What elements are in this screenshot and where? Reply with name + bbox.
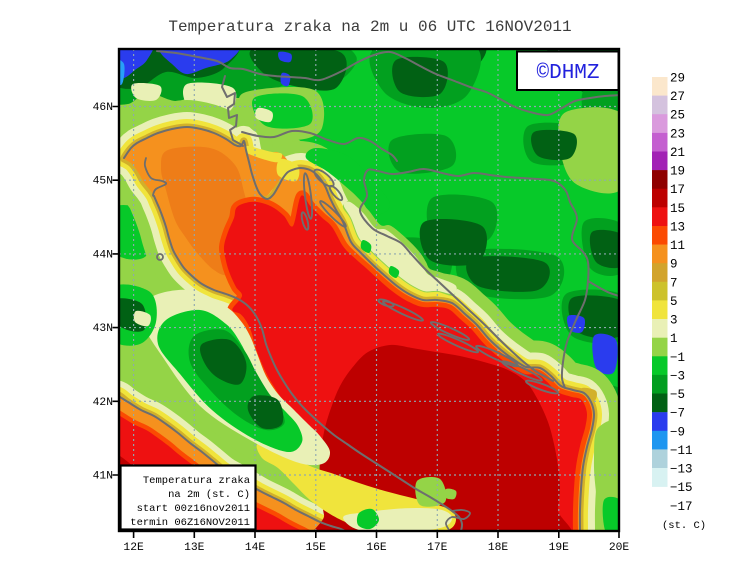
svg-text:41N: 41N [93, 471, 113, 483]
svg-text:−11: −11 [670, 444, 693, 458]
svg-text:−17: −17 [670, 500, 693, 514]
svg-text:15E: 15E [306, 542, 327, 554]
svg-text:3: 3 [670, 314, 678, 328]
svg-text:11: 11 [670, 239, 685, 253]
svg-text:Temperatura zraka na 2m u 06 U: Temperatura zraka na 2m u 06 UTC 16NOV20… [168, 18, 571, 36]
svg-text:(st. C): (st. C) [662, 520, 706, 532]
svg-text:−5: −5 [670, 388, 685, 402]
svg-text:19E: 19E [549, 542, 570, 554]
svg-text:9: 9 [670, 258, 678, 272]
svg-text:17E: 17E [427, 542, 448, 554]
svg-text:−15: −15 [670, 481, 693, 495]
svg-text:14E: 14E [245, 542, 266, 554]
svg-text:7: 7 [670, 276, 678, 290]
svg-text:29: 29 [670, 72, 685, 86]
svg-text:−3: −3 [670, 369, 685, 383]
svg-text:na 2m (st. C): na 2m (st. C) [168, 489, 250, 501]
svg-text:12E: 12E [123, 542, 144, 554]
svg-text:18E: 18E [488, 542, 509, 554]
svg-text:17: 17 [670, 183, 685, 197]
svg-text:20E: 20E [609, 542, 630, 554]
svg-text:21: 21 [670, 146, 685, 160]
svg-text:16E: 16E [366, 542, 387, 554]
svg-text:23: 23 [670, 127, 685, 141]
svg-text:44N: 44N [93, 249, 113, 261]
svg-text:Temperatura zraka: Temperatura zraka [143, 475, 250, 487]
svg-text:15: 15 [670, 202, 685, 216]
svg-text:−13: −13 [670, 463, 693, 477]
svg-text:13: 13 [670, 221, 685, 235]
svg-text:13E: 13E [184, 542, 205, 554]
svg-text:19: 19 [670, 165, 685, 179]
svg-text:−1: −1 [670, 351, 685, 365]
svg-text:27: 27 [670, 90, 685, 104]
svg-text:1: 1 [670, 332, 678, 346]
svg-text:45N: 45N [93, 176, 113, 188]
svg-text:−7: −7 [670, 407, 685, 421]
svg-text:−9: −9 [670, 425, 685, 439]
svg-text:5: 5 [670, 295, 678, 309]
svg-text:start 00z16nov2011: start 00z16nov2011 [137, 503, 250, 515]
svg-text:42N: 42N [93, 397, 113, 409]
svg-text:43N: 43N [93, 323, 113, 335]
svg-text:©DHMZ: ©DHMZ [536, 62, 599, 85]
svg-text:46N: 46N [93, 102, 113, 114]
svg-text:termin 06Z16NOV2011: termin 06Z16NOV2011 [130, 517, 250, 529]
svg-text:25: 25 [670, 109, 685, 123]
